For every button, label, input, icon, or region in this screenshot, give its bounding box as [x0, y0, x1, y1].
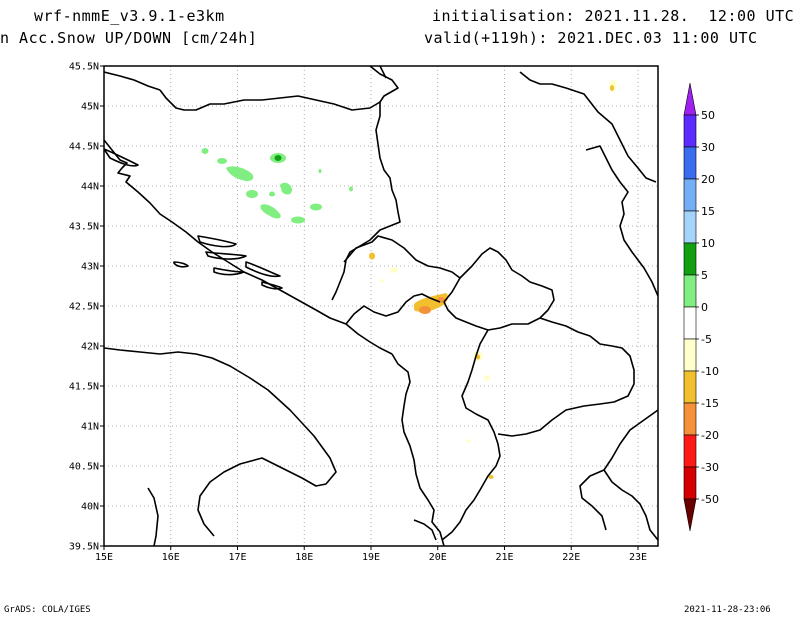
colorbar-bottom-arrow	[683, 498, 697, 532]
lon-tick-labels: 15E 16E 17E 18E 19E 20E 21E 22E 23E	[95, 546, 647, 563]
lat-tick-label: 44.5N	[69, 142, 99, 153]
lon-tick-label: 16E	[162, 552, 180, 563]
colorbar-swatch	[683, 210, 697, 244]
footer-timestamp: 2021-11-28-23:06	[684, 605, 771, 615]
colorbar-swatch	[683, 466, 697, 500]
lon-tick-label: 22E	[562, 552, 580, 563]
footer-grads-credit: GrADS: COLA/IGES	[4, 605, 91, 615]
lat-tick-label: 40N	[81, 502, 99, 513]
colorbar-swatch	[683, 274, 697, 308]
field-title: n Acc.Snow UP/DOWN [cm/24h]	[0, 29, 258, 47]
colorbar-swatch	[683, 434, 697, 468]
colorbar-label: -30	[701, 461, 719, 474]
colorbar-label: 50	[701, 109, 715, 122]
lon-tick-label: 18E	[295, 552, 313, 563]
model-title: wrf-nmmE_v3.9.1-e3km	[34, 7, 225, 25]
lat-tick-label: 42N	[81, 342, 99, 353]
lat-tick-label: 43.5N	[69, 222, 99, 233]
colorbar-label: 0	[701, 301, 708, 314]
colorbar-label: 10	[701, 237, 715, 250]
lat-lon-grid	[104, 66, 658, 546]
colorbar-label: 15	[701, 205, 715, 218]
colorbar-label: 20	[701, 173, 715, 186]
colorbar-label: 30	[701, 141, 715, 154]
colorbar-swatch	[683, 306, 697, 340]
colorbar-swatch	[683, 338, 697, 372]
lat-tick-label: 43N	[81, 262, 99, 273]
colorbar-swatch	[683, 402, 697, 436]
lat-tick-label: 42.5N	[69, 302, 99, 313]
colorbar-label: -20	[701, 429, 719, 442]
coastlines-borders	[104, 66, 658, 546]
lat-tick-label: 41N	[81, 422, 99, 433]
lon-tick-label: 20E	[429, 552, 447, 563]
snow-gain-core	[274, 155, 282, 161]
lat-tick-labels: 45.5N 45N 44.5N 44N 43.5N 43N 42.5N 42N 41.5N 41N…	[69, 62, 104, 553]
snow-field	[201, 80, 617, 479]
init-time: initialisation: 2021.11.28. 12:00 UTC	[432, 7, 795, 25]
lon-tick-label: 21E	[495, 552, 513, 563]
colorbar-label: -50	[701, 493, 719, 506]
lon-tick-label: 19E	[362, 552, 380, 563]
lat-tick-label: 40.5N	[69, 462, 99, 473]
snow-gain-patches	[201, 148, 353, 224]
colorbar-label: -10	[701, 365, 719, 378]
colorbar-swatch	[683, 242, 697, 276]
lat-tick-label: 45.5N	[69, 62, 99, 73]
lat-tick-label: 45N	[81, 102, 99, 113]
colorbar-label: -5	[701, 333, 712, 346]
colorbar-swatch	[683, 370, 697, 404]
colorbar-label: -15	[701, 397, 719, 410]
snow-loss-patches	[369, 80, 617, 479]
lon-tick-label: 23E	[629, 552, 647, 563]
colorbar-swatch	[683, 146, 697, 180]
lon-tick-label: 15E	[95, 552, 113, 563]
colorbar-swatch	[683, 114, 697, 148]
lon-tick-label: 17E	[228, 552, 246, 563]
lat-tick-label: 39.5N	[69, 542, 99, 553]
colorbar-swatch	[683, 178, 697, 212]
colorbar-label: 5	[701, 269, 708, 282]
colorbar-top-arrow	[683, 82, 697, 116]
lat-tick-label: 44N	[81, 182, 99, 193]
lat-tick-label: 41.5N	[69, 382, 99, 393]
valid-time: valid(+119h): 2021.DEC.03 11:00 UTC	[424, 29, 758, 47]
